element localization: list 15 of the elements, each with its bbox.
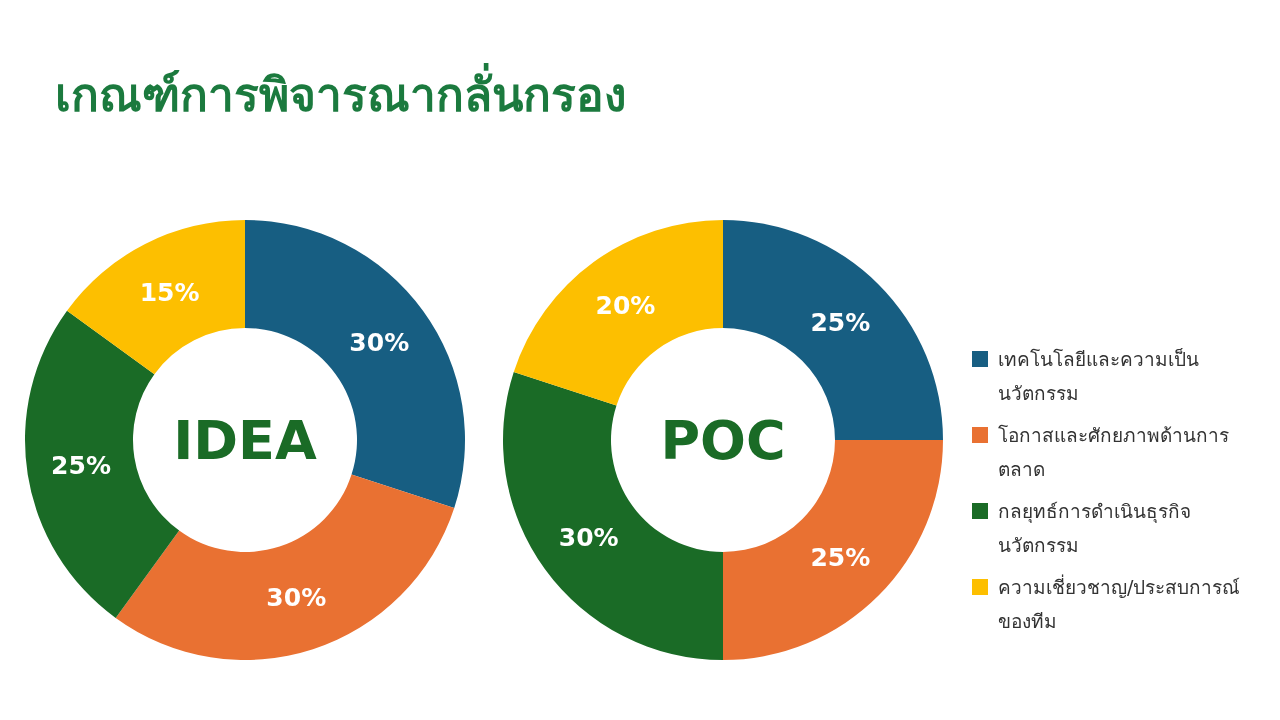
data-label: 25% <box>810 308 871 338</box>
data-label: 30% <box>349 327 410 357</box>
legend-label: ความเชี่ยวชาญ/ประสบการณ์ของทีม <box>998 573 1242 634</box>
chart-title: เกณฑ์การพิจารณากลั่นกรอง <box>55 62 626 124</box>
text: POC <box>660 408 786 472</box>
text: IDEA <box>173 408 317 472</box>
legend-label: กลยุทธ์การดำเนินธุรกิจนวัตกรรม <box>998 499 1192 558</box>
legend-label: โอกาสและศักยภาพด้านการตลาด <box>998 423 1230 482</box>
legend-label: เทคโนโลยีและความเป็นนวัตกรรม <box>998 347 1200 406</box>
data-label: 30% <box>266 583 327 613</box>
data-label: 15% <box>139 277 200 307</box>
data-label: 25% <box>51 451 111 481</box>
data-label: 25% <box>810 542 871 572</box>
data-label: 20% <box>595 291 656 321</box>
data-label: 30% <box>558 523 619 553</box>
